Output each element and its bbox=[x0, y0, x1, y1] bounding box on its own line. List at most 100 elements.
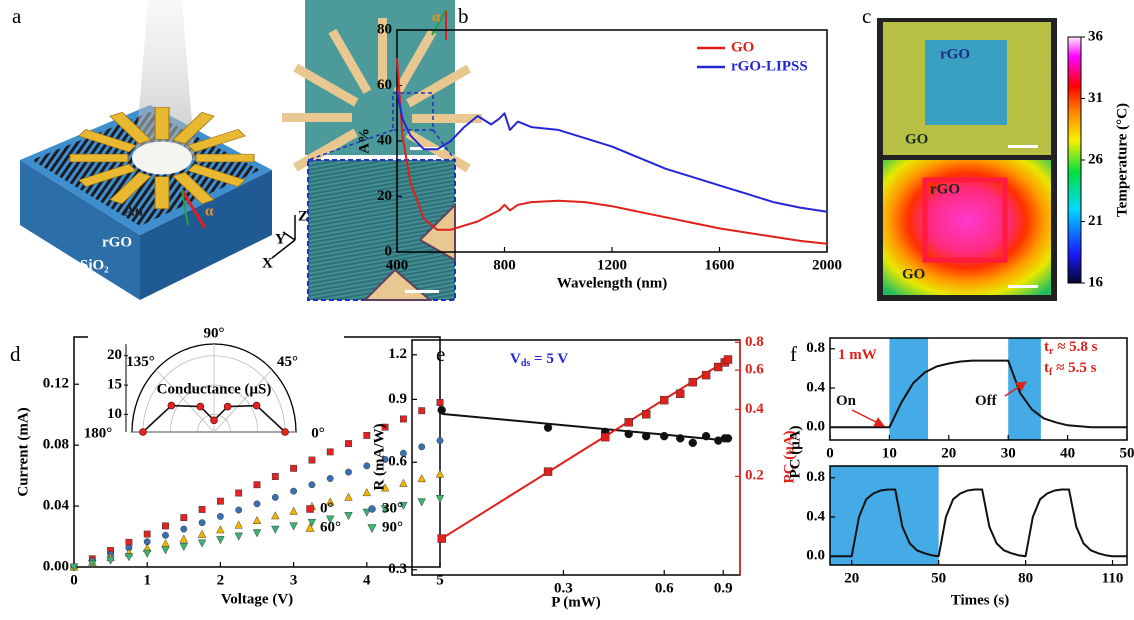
data-point bbox=[252, 529, 262, 538]
data-point bbox=[641, 410, 651, 419]
data-point bbox=[344, 492, 353, 501]
data-point bbox=[436, 399, 444, 406]
data-point bbox=[197, 539, 207, 548]
data-point bbox=[216, 536, 225, 545]
data-point bbox=[381, 456, 389, 463]
plot-frame bbox=[829, 337, 1128, 441]
data-point bbox=[139, 428, 147, 436]
data-point bbox=[345, 468, 352, 476]
image-label: GO bbox=[905, 131, 928, 147]
y-tick-label: 0.0 bbox=[806, 419, 825, 435]
annotation: tr ≈ 5.8 s bbox=[1044, 339, 1098, 357]
data-point bbox=[326, 515, 335, 524]
shaded-region bbox=[1008, 338, 1041, 440]
data-point bbox=[281, 428, 289, 436]
data-point bbox=[216, 513, 224, 520]
x-tick-label: 1600 bbox=[705, 257, 735, 273]
y2-tick-label: 0.4 bbox=[745, 401, 764, 417]
data-point bbox=[143, 530, 151, 538]
y-tick-label: 0 bbox=[385, 243, 393, 259]
data-point bbox=[271, 473, 279, 480]
annotation-text: = 5 V bbox=[530, 351, 568, 367]
y-tick-label: 0.9 bbox=[388, 391, 407, 407]
data-point bbox=[196, 402, 205, 411]
data-point bbox=[197, 529, 207, 538]
data-point bbox=[714, 362, 723, 372]
data-point bbox=[701, 431, 711, 441]
data-point bbox=[162, 531, 169, 539]
data-point bbox=[253, 481, 261, 489]
data-point bbox=[417, 474, 426, 483]
x-tick-label: 0.9 bbox=[714, 580, 733, 596]
annotation: Vds = 5 V bbox=[510, 351, 568, 369]
data-point bbox=[363, 431, 371, 439]
x-tick-label: 110 bbox=[1102, 570, 1124, 586]
x-tick-label: 0.6 bbox=[655, 580, 674, 596]
y-axis-label: A% bbox=[356, 128, 372, 154]
annotation-text: V bbox=[510, 351, 521, 367]
y-tick-label: 0.6 bbox=[388, 454, 407, 470]
x-tick-label: 400 bbox=[386, 257, 409, 273]
data-point bbox=[436, 437, 444, 444]
data-point bbox=[252, 401, 261, 410]
x-tick-label: 0 bbox=[826, 445, 834, 461]
annotation-subscript: r bbox=[1049, 346, 1054, 357]
y-tick-label: 0.0 bbox=[806, 548, 825, 564]
inset-title: Conductance (μS) bbox=[157, 381, 272, 397]
data-point bbox=[676, 389, 685, 398]
legend-marker bbox=[368, 505, 376, 513]
data-point bbox=[417, 498, 426, 507]
legend-label: GO bbox=[731, 39, 754, 55]
data-point bbox=[308, 456, 316, 464]
data-point bbox=[162, 522, 169, 530]
data-point bbox=[290, 487, 297, 495]
y-axis-label: R (mA/W) bbox=[371, 423, 387, 490]
y-tick-label: 0.3 bbox=[388, 561, 407, 577]
data-point bbox=[641, 431, 651, 441]
image-label: Au bbox=[124, 203, 143, 219]
data-point bbox=[290, 464, 297, 472]
image-label: GO bbox=[902, 266, 925, 282]
series-line bbox=[396, 57, 828, 245]
data-point bbox=[418, 443, 426, 451]
y2-tick-label: 0.8 bbox=[745, 334, 764, 350]
theta-tick-label: 0° bbox=[311, 425, 325, 441]
theta-tick-label: 90° bbox=[204, 325, 225, 341]
data-point bbox=[69, 563, 79, 572]
annotation-text: ≈ 5.5 s bbox=[1052, 360, 1096, 376]
data-point bbox=[723, 434, 733, 443]
data-point bbox=[252, 515, 262, 524]
image-label: Z bbox=[298, 208, 308, 224]
panel-label: d bbox=[10, 342, 21, 366]
device-illustration bbox=[20, 0, 296, 300]
data-point bbox=[344, 512, 353, 521]
data-point bbox=[400, 415, 407, 423]
data-point bbox=[418, 407, 426, 415]
r-tick-label: 20 bbox=[107, 347, 122, 363]
colorbar-tick-label: 16 bbox=[1088, 274, 1104, 290]
data-point bbox=[399, 501, 408, 510]
legend-marker bbox=[305, 523, 315, 532]
data-point bbox=[624, 418, 633, 427]
x-tick-label: 5 bbox=[436, 572, 444, 588]
x-tick-label: 1200 bbox=[597, 257, 627, 273]
data-point bbox=[543, 467, 553, 476]
data-point bbox=[601, 432, 610, 442]
theta-tick-label: 45° bbox=[277, 354, 298, 370]
image-label: Si bbox=[82, 281, 95, 297]
data-point bbox=[381, 423, 389, 431]
data-point bbox=[399, 449, 407, 457]
r-tick-label: 15 bbox=[107, 377, 122, 393]
annotation: Off bbox=[975, 393, 998, 409]
image-label: X bbox=[262, 255, 273, 271]
y-tick-label: 80 bbox=[377, 21, 392, 37]
x-tick-label: 10 bbox=[882, 445, 897, 461]
annotation: tf ≈ 5.5 s bbox=[1044, 360, 1097, 378]
data-point bbox=[180, 525, 188, 533]
data-point bbox=[253, 500, 261, 508]
legend-marker bbox=[306, 505, 314, 513]
annotation: On bbox=[836, 393, 857, 409]
y-axis-label: Current (mA) bbox=[15, 407, 31, 496]
fit-line bbox=[441, 358, 729, 540]
